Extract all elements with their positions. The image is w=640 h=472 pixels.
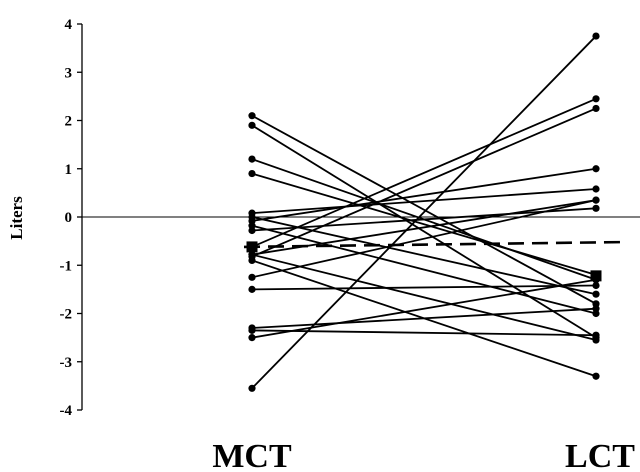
mct-point	[248, 121, 256, 129]
subject-line	[251, 107, 597, 258]
mean-line-group	[243, 240, 623, 282]
lct-point	[592, 196, 600, 204]
subject-line	[251, 224, 597, 315]
y-tick-label: -4	[60, 403, 73, 419]
mct-point	[248, 285, 256, 293]
y-tick-label: -1	[60, 258, 73, 274]
category-label-lct: LCT	[565, 438, 635, 472]
subject-line	[251, 216, 597, 296]
subject-line	[251, 253, 597, 341]
subject-line	[251, 167, 597, 222]
mct-point	[248, 112, 256, 120]
y-tick-label: -3	[60, 355, 73, 371]
subject-line	[251, 97, 597, 248]
subject-line	[251, 259, 597, 378]
lct-point	[592, 372, 600, 380]
mean-line	[243, 240, 623, 249]
subject-line	[251, 278, 597, 339]
lct-point	[592, 331, 600, 339]
y-ticks: 4 3 2 1 0 -1 -2 -3 -4	[60, 17, 82, 419]
lct-point	[592, 104, 600, 113]
lct-point	[592, 204, 600, 212]
y-tick-label: 3	[65, 65, 73, 81]
mct-point	[248, 155, 256, 163]
y-tick-label: 4	[65, 17, 73, 33]
lct-point	[592, 95, 600, 103]
lct-point	[592, 165, 600, 173]
category-label-mct: MCT	[212, 438, 292, 472]
mct-point	[248, 384, 256, 392]
axes	[81, 24, 640, 410]
y-axis-label: Liters	[7, 196, 26, 240]
mct-point	[248, 273, 256, 281]
subject-lines	[251, 35, 597, 389]
subject-line	[251, 114, 597, 305]
mct-point	[248, 256, 256, 265]
mct-point	[248, 226, 256, 235]
lct-point	[592, 290, 600, 298]
lct-point	[592, 305, 600, 313]
y-tick-label: 0	[65, 210, 73, 226]
subject-line	[251, 207, 597, 232]
mct-point	[248, 169, 256, 178]
lct-point	[592, 185, 600, 193]
labels: Liters MCT LCT	[7, 196, 635, 472]
y-tick-label: -2	[60, 307, 73, 323]
subject-line	[251, 199, 597, 279]
mct-point	[248, 334, 256, 342]
subject-line	[251, 124, 597, 339]
lct-point	[592, 281, 600, 290]
subject-line	[251, 188, 597, 215]
mean-marker-lct	[590, 270, 602, 282]
subject-line	[251, 284, 597, 291]
lct-point	[592, 32, 600, 40]
subject-line	[251, 35, 597, 389]
subject-line	[251, 172, 597, 276]
subject-line	[251, 329, 597, 337]
y-tick-label: 2	[65, 114, 73, 130]
mean-marker-mct	[246, 241, 258, 253]
mct-point	[248, 326, 256, 334]
subject-line	[251, 199, 597, 256]
y-tick-label: 1	[65, 162, 73, 178]
